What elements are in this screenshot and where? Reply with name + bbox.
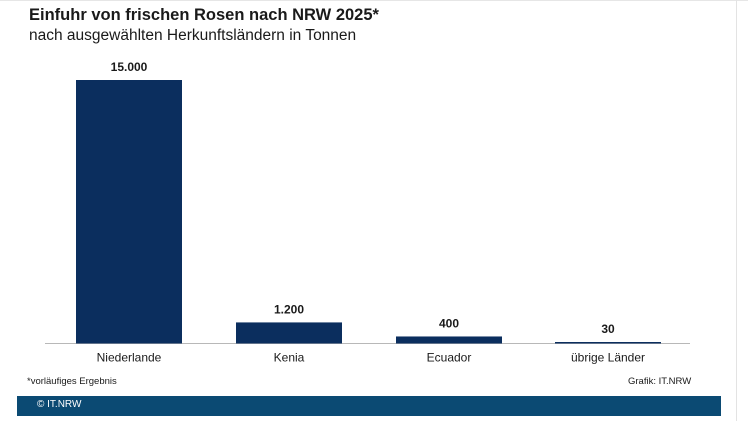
bar-1 bbox=[236, 322, 342, 344]
chart-subtitle: nach ausgewählten Herkunftsländern in To… bbox=[29, 27, 357, 44]
source-credit: Grafik: IT.NRW bbox=[628, 376, 692, 387]
bar-3 bbox=[555, 342, 661, 344]
copyright-text: © IT.NRW bbox=[37, 399, 82, 410]
data-label-3: 30 bbox=[601, 322, 615, 336]
chart-title: Einfuhr von frischen Rosen nach NRW 2025… bbox=[29, 6, 379, 24]
footer-bar: © IT.NRW bbox=[17, 396, 721, 416]
category-label-1: Kenia bbox=[274, 351, 305, 365]
footnote: *vorläufiges Ergebnis bbox=[27, 376, 117, 387]
data-label-2: 400 bbox=[439, 316, 459, 330]
category-label-3: übrige Länder bbox=[571, 351, 645, 365]
data-label-1: 1.200 bbox=[274, 302, 304, 316]
bar-2 bbox=[396, 336, 502, 344]
category-label-2: Ecuador bbox=[427, 351, 472, 365]
data-label-0: 15.000 bbox=[111, 60, 148, 74]
category-label-0: Niederlande bbox=[97, 351, 162, 365]
top-border bbox=[0, 0, 748, 1]
right-border bbox=[736, 0, 737, 421]
bar-0 bbox=[76, 80, 182, 344]
